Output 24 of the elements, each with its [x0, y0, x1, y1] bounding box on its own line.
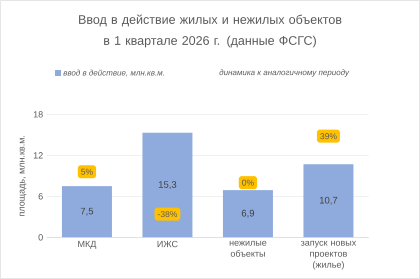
x-tick-label: МКД — [78, 240, 96, 249]
chart-title: Ввод в действие жилых и нежилых объектов в 1 квартале 2026 г. (данные ФСГС) — [79, 14, 342, 48]
data-label: 7,5 — [80, 208, 94, 216]
annotation: 5% — [81, 168, 93, 175]
annotation: 0% — [242, 180, 254, 186]
bar — [303, 164, 354, 238]
data-label: 6,9 — [242, 210, 254, 218]
annotation: 39% — [320, 133, 337, 140]
y-tick-label: 0 — [38, 234, 43, 241]
bar — [62, 186, 112, 238]
x-tick-label: ИЖС — [158, 240, 178, 248]
x-tick-label: нежилые объекты — [230, 240, 266, 257]
bar — [222, 190, 273, 238]
annotation: -38% — [158, 211, 178, 218]
y-tick-label: 18 — [34, 111, 43, 118]
y-tick-label: 6 — [38, 193, 43, 200]
data-label: 10,7 — [320, 196, 338, 205]
y-tick-label: 12 — [34, 152, 43, 158]
y-axis-title: площадь, млн.кв.м. — [20, 136, 26, 216]
data-label: 15,3 — [158, 181, 176, 189]
text: динамика к аналогичному периоду — [219, 69, 350, 77]
bar — [142, 132, 192, 238]
x-tick-label: запуск новых проектов (жилье) — [300, 240, 356, 270]
legend-label: ввод в действие, млн.кв.м. — [63, 70, 164, 76]
